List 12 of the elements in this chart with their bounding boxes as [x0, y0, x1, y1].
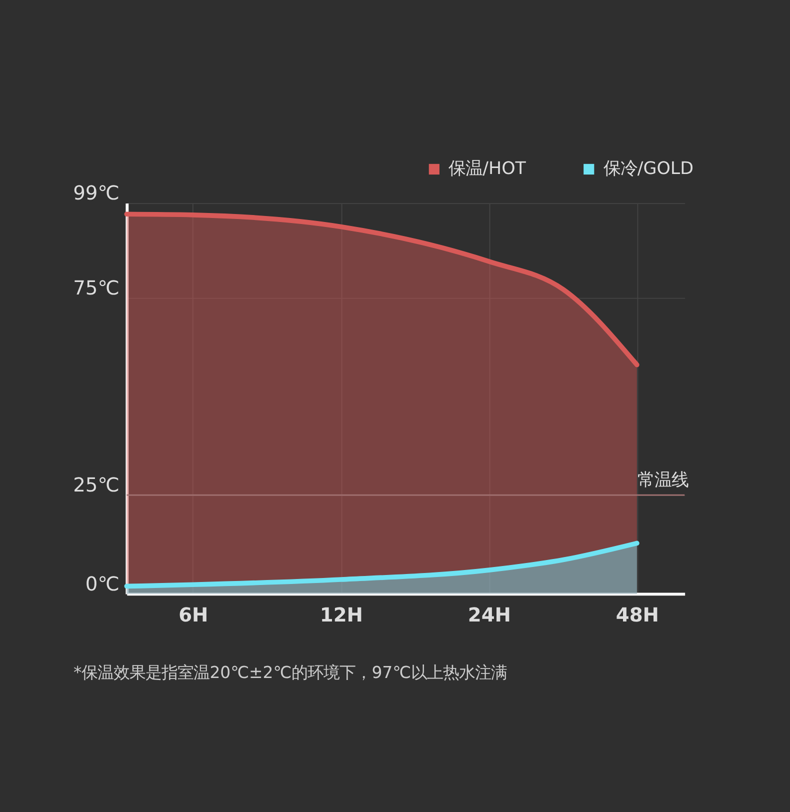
y-tick-label: 0℃: [85, 572, 120, 596]
y-tick-label: 25℃: [73, 474, 120, 497]
x-tick-label: 12H: [320, 603, 363, 626]
x-tick-label: 24H: [468, 603, 511, 626]
y-tick-label: 75℃: [73, 276, 120, 300]
x-tick-label: 48H: [616, 603, 659, 626]
legend-label: 保冷/GOLD: [603, 159, 694, 180]
text: *保温效果是指室温20℃±2℃的环境下，97℃以上热水注满: [73, 662, 508, 682]
ref-line-label: 常温线: [637, 470, 688, 490]
x-tick-label: 6H: [178, 603, 208, 626]
y-tick-label: 99℃: [73, 182, 120, 205]
legend-label: 保温/HOT: [448, 159, 526, 180]
